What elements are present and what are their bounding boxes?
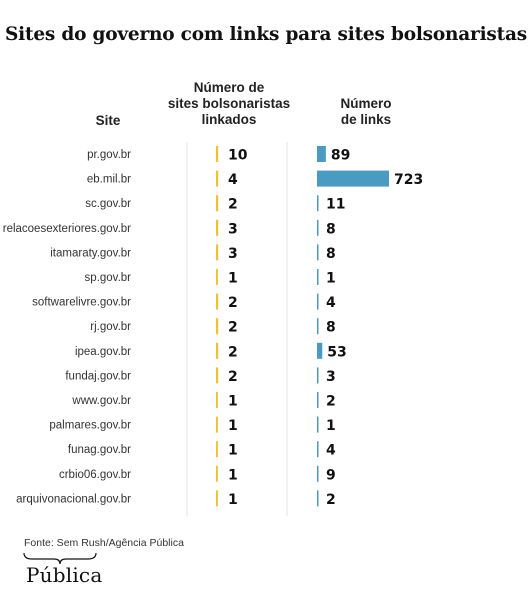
sites-value-label: 1 <box>228 271 238 287</box>
sites-value-label: 2 <box>228 197 238 213</box>
sites-value-label: 1 <box>228 443 238 459</box>
links-value-label: 53 <box>327 344 346 360</box>
sites-bar <box>216 318 219 335</box>
sites-value-label: 10 <box>228 148 248 164</box>
links-bar <box>317 170 389 187</box>
site-label: relacoesexteriores.gov.br <box>3 223 131 235</box>
links-value-label: 1 <box>326 271 336 287</box>
links-bar <box>317 269 319 285</box>
links-value-label: 2 <box>326 394 336 410</box>
links-value-label: 4 <box>326 443 336 459</box>
sites-bar <box>216 416 218 433</box>
links-value-label: 11 <box>326 197 345 213</box>
column-header-links-line: Número <box>340 96 392 111</box>
links-value-label: 8 <box>326 246 336 262</box>
links-bar <box>317 318 319 335</box>
sites-value-label: 2 <box>228 369 238 385</box>
sites-bar <box>216 367 219 384</box>
publica-logo: Pública <box>26 563 103 587</box>
sites-bar <box>216 170 219 187</box>
source-note: Fonte: Sem Rush/Agência Pública <box>24 537 184 549</box>
column-header-sites-linked-line: Número de <box>193 80 265 95</box>
links-bar <box>317 219 319 236</box>
site-label: funag.gov.br <box>68 444 131 456</box>
links-bar <box>317 146 326 162</box>
links-value-label: 723 <box>394 172 423 188</box>
sites-bar <box>216 146 219 162</box>
links-bar <box>317 490 319 507</box>
links-value-label: 2 <box>326 492 336 508</box>
site-label: www.gov.br <box>71 395 131 407</box>
sites-bar <box>216 195 219 212</box>
site-label: itamaraty.gov.br <box>50 247 131 259</box>
column-header-site: Site <box>95 113 121 128</box>
site-label: sc.gov.br <box>85 198 131 210</box>
sites-bar <box>216 441 218 458</box>
sites-value-label: 4 <box>228 172 238 188</box>
sites-bar <box>216 269 218 285</box>
sites-value-label: 3 <box>228 246 238 262</box>
links-bar <box>317 367 319 384</box>
sites-bar <box>216 342 219 359</box>
links-bar <box>317 244 319 261</box>
column-header-sites-linked-line: sites bolsonaristas <box>167 96 291 111</box>
links-value-label: 4 <box>326 295 336 311</box>
site-label: rj.gov.br <box>90 321 131 333</box>
sites-value-label: 1 <box>228 418 238 434</box>
links-bar <box>317 465 319 482</box>
site-label: palmares.gov.br <box>49 420 131 432</box>
column-header-sites-linked-line: linkados <box>201 112 257 127</box>
site-label: sp.gov.br <box>85 272 132 284</box>
links-value-label: 9 <box>326 467 336 483</box>
links-bar <box>317 441 319 458</box>
links-value-label: 89 <box>331 148 350 164</box>
sites-bar <box>216 392 218 408</box>
brace-icon <box>23 552 97 565</box>
sites-value-label: 1 <box>228 467 238 483</box>
site-label: fundaj.gov.br <box>65 370 131 382</box>
sites-bar <box>216 244 219 261</box>
chart-title: Sites do governo com links para sites bo… <box>5 24 527 45</box>
sites-value-label: 2 <box>228 295 238 311</box>
links-value-label: 1 <box>326 418 336 434</box>
column-header-links-line: de links <box>340 112 392 127</box>
links-value-label: 8 <box>326 320 336 336</box>
column-header-sites-linked: Número de sites bolsonaristas linkados <box>160 80 298 128</box>
site-label: crbio06.gov.br <box>59 469 131 481</box>
sites-bar <box>216 490 218 507</box>
site-label: arquivonacional.gov.br <box>16 493 131 505</box>
links-bar <box>317 342 323 359</box>
sites-bar <box>216 293 219 310</box>
sites-value-label: 1 <box>228 394 238 410</box>
sites-value-label: 2 <box>228 344 238 360</box>
sites-value-label: 2 <box>228 320 238 336</box>
links-value-label: 3 <box>326 369 336 385</box>
site-label: pr.gov.br <box>87 149 131 161</box>
sites-value-label: 3 <box>228 221 238 237</box>
links-bar <box>317 416 319 433</box>
column-header-links: Número de links <box>318 96 414 128</box>
sites-value-label: 1 <box>228 492 238 508</box>
sites-bar <box>216 219 219 236</box>
links-value-label: 8 <box>326 221 336 237</box>
links-bar <box>317 195 319 212</box>
site-label: softwarelivre.gov.br <box>32 297 131 309</box>
site-label: eb.mil.br <box>87 174 131 186</box>
links-bar <box>317 392 319 408</box>
links-bar <box>317 293 319 310</box>
sites-bar <box>216 465 218 482</box>
site-label: ipea.gov.br <box>75 346 131 358</box>
